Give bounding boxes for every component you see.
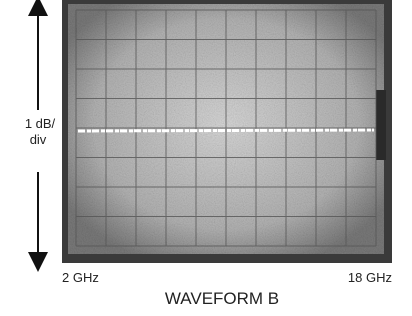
x-start-label: 2 GHz <box>62 270 99 285</box>
caption: WAVEFORM B <box>165 289 279 308</box>
page: 1 dB/ div 2 GHz 18 GHz WAVEFORM B (() =>… <box>0 0 412 311</box>
scale-label: 1 dB/ <box>25 116 56 131</box>
figure: 1 dB/ div 2 GHz 18 GHz WAVEFORM B <box>0 0 412 311</box>
x-end-label: 18 GHz <box>348 270 392 285</box>
scale-label: div <box>30 132 47 147</box>
bezel-edge <box>376 90 386 160</box>
